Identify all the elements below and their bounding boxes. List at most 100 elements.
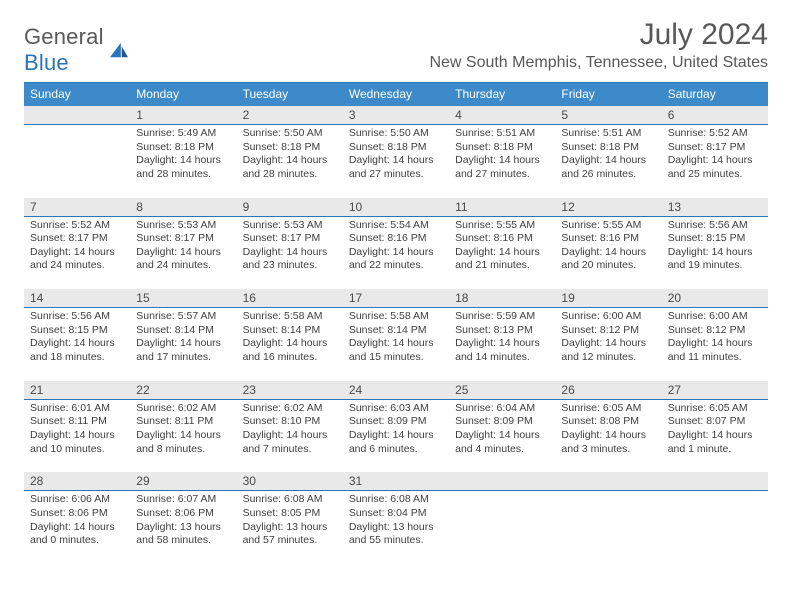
sunrise-text: Sunrise: 5:50 AM bbox=[349, 127, 443, 141]
day-number: 30 bbox=[237, 472, 343, 490]
brand-part2: Blue bbox=[24, 50, 69, 75]
day-number: 15 bbox=[130, 289, 236, 307]
day-number bbox=[24, 106, 130, 124]
sunset-text: Sunset: 8:14 PM bbox=[243, 324, 337, 338]
brand-text: General Blue bbox=[24, 24, 104, 76]
day-cell: Sunrise: 6:07 AMSunset: 8:06 PMDaylight:… bbox=[130, 491, 236, 552]
day-cell: Sunrise: 6:05 AMSunset: 8:08 PMDaylight:… bbox=[555, 400, 661, 461]
sunrise-text: Sunrise: 5:55 AM bbox=[561, 219, 655, 233]
daylight-text: Daylight: 14 hours and 23 minutes. bbox=[243, 246, 337, 273]
day-number: 7 bbox=[24, 198, 130, 216]
sunset-text: Sunset: 8:16 PM bbox=[561, 232, 655, 246]
day-cell: Sunrise: 6:03 AMSunset: 8:09 PMDaylight:… bbox=[343, 400, 449, 461]
day-number: 6 bbox=[662, 106, 768, 124]
sunrise-text: Sunrise: 5:50 AM bbox=[243, 127, 337, 141]
sunset-text: Sunset: 8:14 PM bbox=[349, 324, 443, 338]
day-number: 20 bbox=[662, 289, 768, 307]
week-spacer bbox=[24, 369, 768, 381]
day-cell: Sunrise: 5:58 AMSunset: 8:14 PMDaylight:… bbox=[237, 308, 343, 369]
day-number: 24 bbox=[343, 381, 449, 399]
sunset-text: Sunset: 8:13 PM bbox=[455, 324, 549, 338]
day-header: Wednesday bbox=[343, 83, 449, 106]
day-number: 23 bbox=[237, 381, 343, 399]
sunrise-text: Sunrise: 5:51 AM bbox=[455, 127, 549, 141]
day-cell: Sunrise: 6:02 AMSunset: 8:10 PMDaylight:… bbox=[237, 400, 343, 461]
sunrise-text: Sunrise: 6:05 AM bbox=[561, 402, 655, 416]
sunset-text: Sunset: 8:06 PM bbox=[30, 507, 124, 521]
sunrise-text: Sunrise: 5:57 AM bbox=[136, 310, 230, 324]
daylight-text: Daylight: 14 hours and 27 minutes. bbox=[455, 154, 549, 181]
sunrise-text: Sunrise: 5:56 AM bbox=[30, 310, 124, 324]
calendar-body-row: Sunrise: 5:52 AMSunset: 8:17 PMDaylight:… bbox=[24, 217, 768, 278]
day-number bbox=[555, 472, 661, 490]
sunrise-text: Sunrise: 5:55 AM bbox=[455, 219, 549, 233]
sunrise-text: Sunrise: 6:06 AM bbox=[30, 493, 124, 507]
calendar-body-row: Sunrise: 6:01 AMSunset: 8:11 PMDaylight:… bbox=[24, 400, 768, 461]
sunrise-text: Sunrise: 5:52 AM bbox=[30, 219, 124, 233]
sunset-text: Sunset: 8:16 PM bbox=[349, 232, 443, 246]
sunrise-text: Sunrise: 5:58 AM bbox=[349, 310, 443, 324]
calendar-date-row: 28293031 bbox=[24, 472, 768, 491]
daylight-text: Daylight: 14 hours and 28 minutes. bbox=[136, 154, 230, 181]
day-number: 17 bbox=[343, 289, 449, 307]
day-number: 22 bbox=[130, 381, 236, 399]
day-cell bbox=[449, 491, 555, 552]
sunset-text: Sunset: 8:10 PM bbox=[243, 415, 337, 429]
day-header: Friday bbox=[555, 83, 661, 106]
sunset-text: Sunset: 8:15 PM bbox=[30, 324, 124, 338]
daylight-text: Daylight: 14 hours and 14 minutes. bbox=[455, 337, 549, 364]
sunset-text: Sunset: 8:18 PM bbox=[455, 141, 549, 155]
daylight-text: Daylight: 14 hours and 16 minutes. bbox=[243, 337, 337, 364]
calendar-date-row: 14151617181920 bbox=[24, 289, 768, 308]
day-cell: Sunrise: 6:05 AMSunset: 8:07 PMDaylight:… bbox=[662, 400, 768, 461]
sunset-text: Sunset: 8:17 PM bbox=[668, 141, 762, 155]
day-number: 27 bbox=[662, 381, 768, 399]
sunset-text: Sunset: 8:06 PM bbox=[136, 507, 230, 521]
day-number: 26 bbox=[555, 381, 661, 399]
daylight-text: Daylight: 13 hours and 55 minutes. bbox=[349, 521, 443, 548]
day-number: 12 bbox=[555, 198, 661, 216]
day-cell: Sunrise: 5:58 AMSunset: 8:14 PMDaylight:… bbox=[343, 308, 449, 369]
day-number: 5 bbox=[555, 106, 661, 124]
week-spacer bbox=[24, 460, 768, 472]
sunset-text: Sunset: 8:04 PM bbox=[349, 507, 443, 521]
day-number: 2 bbox=[237, 106, 343, 124]
day-cell: Sunrise: 6:06 AMSunset: 8:06 PMDaylight:… bbox=[24, 491, 130, 552]
day-header: Thursday bbox=[449, 83, 555, 106]
sunset-text: Sunset: 8:14 PM bbox=[136, 324, 230, 338]
daylight-text: Daylight: 14 hours and 26 minutes. bbox=[561, 154, 655, 181]
day-cell bbox=[24, 125, 130, 186]
daylight-text: Daylight: 14 hours and 25 minutes. bbox=[668, 154, 762, 181]
sunset-text: Sunset: 8:08 PM bbox=[561, 415, 655, 429]
day-cell: Sunrise: 5:52 AMSunset: 8:17 PMDaylight:… bbox=[662, 125, 768, 186]
day-cell: Sunrise: 5:49 AMSunset: 8:18 PMDaylight:… bbox=[130, 125, 236, 186]
sunrise-text: Sunrise: 5:54 AM bbox=[349, 219, 443, 233]
sunrise-text: Sunrise: 5:59 AM bbox=[455, 310, 549, 324]
week-spacer bbox=[24, 186, 768, 198]
sunset-text: Sunset: 8:15 PM bbox=[668, 232, 762, 246]
day-number: 28 bbox=[24, 472, 130, 490]
day-number: 10 bbox=[343, 198, 449, 216]
day-number: 19 bbox=[555, 289, 661, 307]
day-cell: Sunrise: 5:52 AMSunset: 8:17 PMDaylight:… bbox=[24, 217, 130, 278]
sunrise-text: Sunrise: 5:56 AM bbox=[668, 219, 762, 233]
day-cell: Sunrise: 6:00 AMSunset: 8:12 PMDaylight:… bbox=[555, 308, 661, 369]
sunset-text: Sunset: 8:07 PM bbox=[668, 415, 762, 429]
brand-logo: General Blue bbox=[24, 24, 130, 76]
daylight-text: Daylight: 14 hours and 15 minutes. bbox=[349, 337, 443, 364]
sunrise-text: Sunrise: 6:08 AM bbox=[243, 493, 337, 507]
day-cell: Sunrise: 5:53 AMSunset: 8:17 PMDaylight:… bbox=[237, 217, 343, 278]
day-number: 3 bbox=[343, 106, 449, 124]
daylight-text: Daylight: 14 hours and 18 minutes. bbox=[30, 337, 124, 364]
sunrise-text: Sunrise: 5:52 AM bbox=[668, 127, 762, 141]
day-cell bbox=[662, 491, 768, 552]
brand-part1: General bbox=[24, 24, 104, 49]
day-number: 14 bbox=[24, 289, 130, 307]
calendar: Sunday Monday Tuesday Wednesday Thursday… bbox=[24, 82, 768, 552]
sunset-text: Sunset: 8:18 PM bbox=[349, 141, 443, 155]
sunrise-text: Sunrise: 5:49 AM bbox=[136, 127, 230, 141]
sunset-text: Sunset: 8:11 PM bbox=[30, 415, 124, 429]
day-cell: Sunrise: 5:57 AMSunset: 8:14 PMDaylight:… bbox=[130, 308, 236, 369]
day-cell: Sunrise: 5:50 AMSunset: 8:18 PMDaylight:… bbox=[343, 125, 449, 186]
day-header: Sunday bbox=[24, 83, 130, 106]
